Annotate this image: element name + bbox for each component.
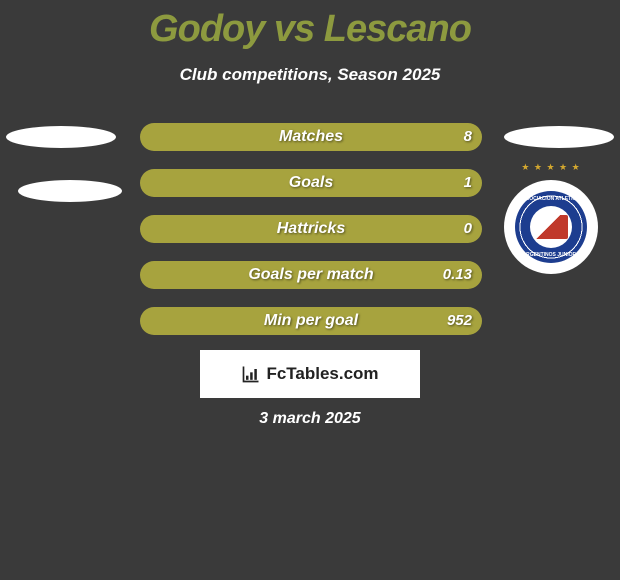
stat-label: Min per goal — [140, 307, 482, 335]
stat-row: Goals 1 — [0, 169, 620, 197]
stat-value: 0 — [464, 215, 472, 243]
chart-icon — [241, 364, 261, 384]
stat-label: Matches — [140, 123, 482, 151]
subtitle: Club competitions, Season 2025 — [0, 65, 620, 85]
stat-row: Goals per match 0.13 — [0, 261, 620, 289]
stat-label: Goals — [140, 169, 482, 197]
stat-label: Hattricks — [140, 215, 482, 243]
brand-text: FcTables.com — [266, 364, 378, 384]
stat-label: Goals per match — [140, 261, 482, 289]
stat-value: 1 — [464, 169, 472, 197]
stat-value: 952 — [447, 307, 472, 335]
brand-box[interactable]: FcTables.com — [200, 350, 420, 398]
stat-value: 0.13 — [443, 261, 472, 289]
date-text: 3 march 2025 — [0, 410, 620, 428]
page-title: Godoy vs Lescano — [0, 0, 620, 51]
stats-chart: Matches 8 Goals 1 Hattricks 0 Goals per … — [0, 123, 620, 335]
stat-value: 8 — [464, 123, 472, 151]
stat-row: Matches 8 — [0, 123, 620, 151]
stat-row: Min per goal 952 — [0, 307, 620, 335]
stat-row: Hattricks 0 — [0, 215, 620, 243]
